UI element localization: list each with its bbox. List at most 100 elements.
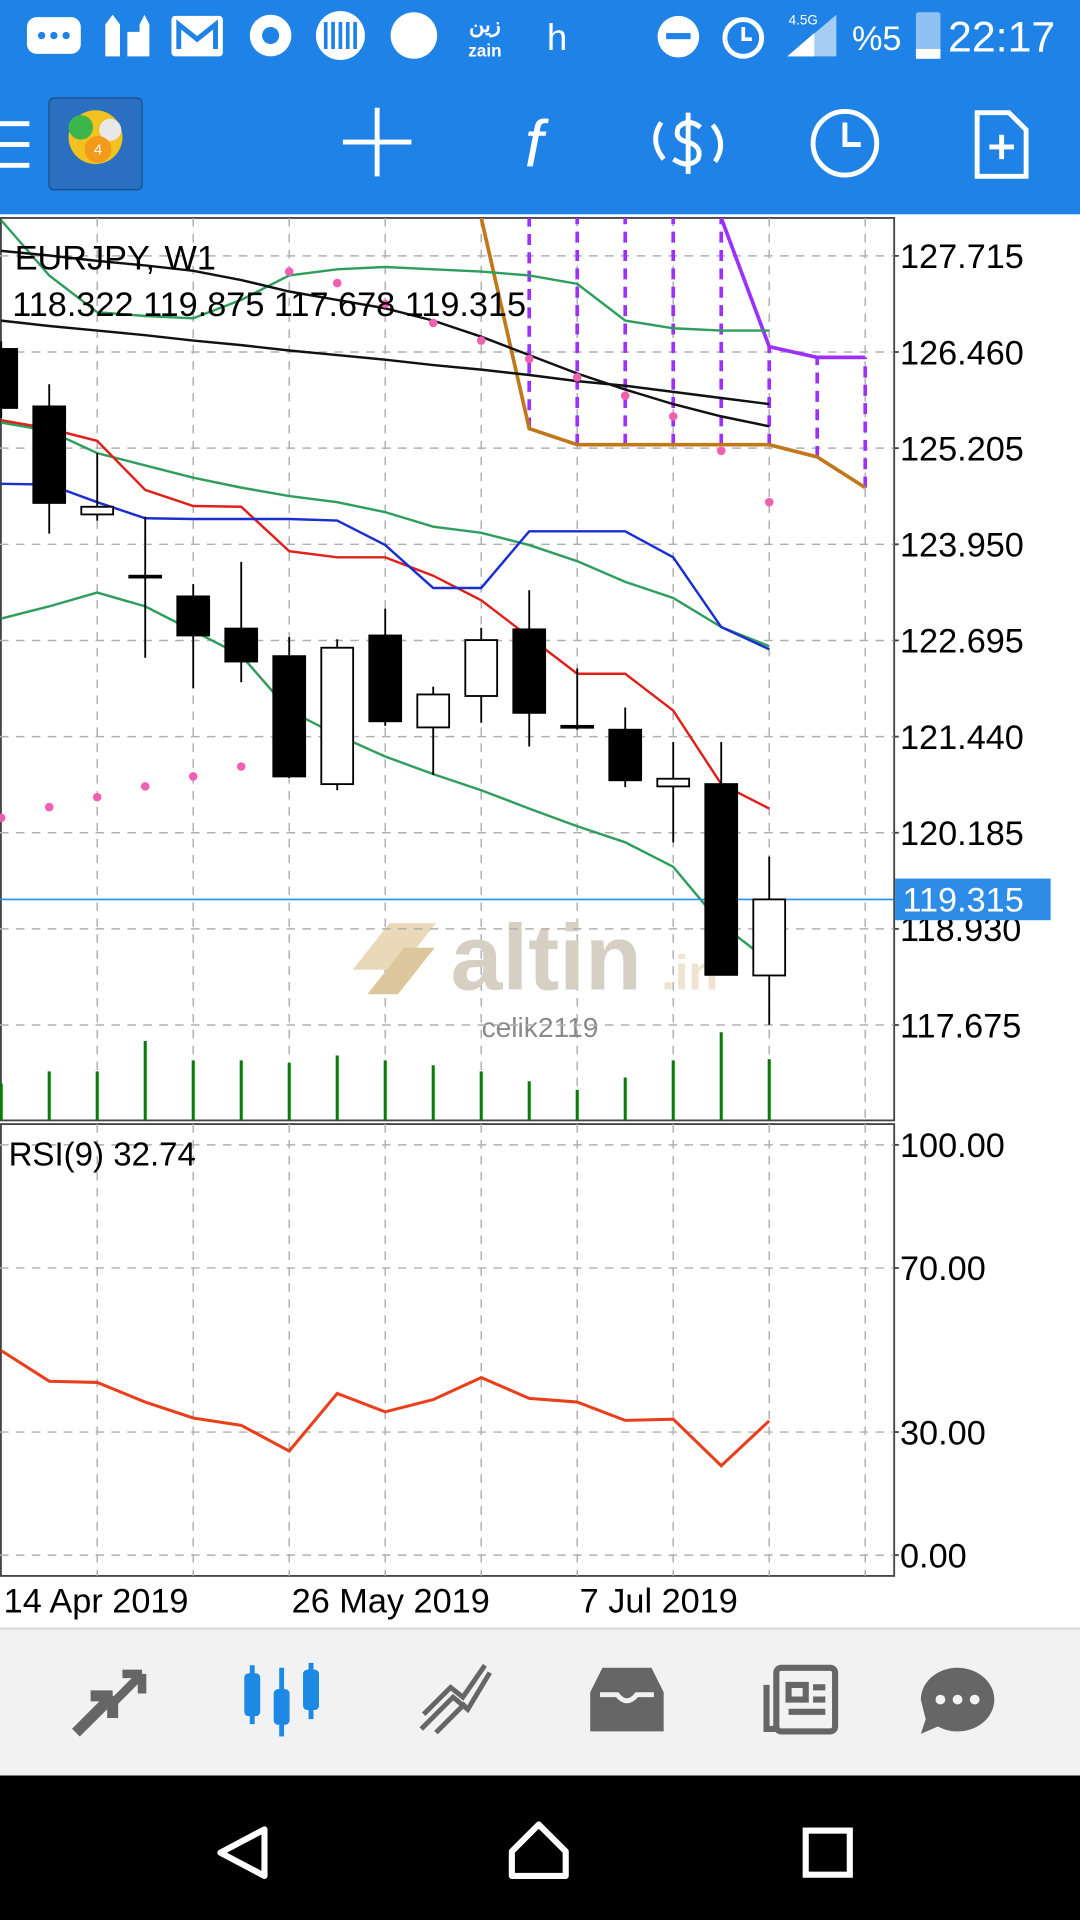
chart-tab[interactable] <box>244 1662 319 1737</box>
menu-button[interactable] <box>0 121 30 168</box>
mosque-icon <box>105 14 150 57</box>
y-tick-label: 30.00 <box>900 1414 986 1452</box>
chat-tab[interactable] <box>920 1667 995 1734</box>
sar-dot <box>380 299 390 309</box>
current-price-label: 119.315 <box>902 882 1023 920</box>
price-panel <box>0 217 896 1122</box>
news-tab[interactable] <box>763 1664 839 1735</box>
watermark-user: celik2119 <box>482 1012 599 1043</box>
y-tick-label: 123.950 <box>900 527 1024 565</box>
candle-body <box>272 655 307 778</box>
sar-dot <box>524 354 534 364</box>
watermark-logo <box>352 923 436 995</box>
sar-dot <box>236 762 246 771</box>
candle-body <box>176 595 211 637</box>
y-tick-label: 117.675 <box>900 1007 1021 1045</box>
candle-body <box>464 639 499 697</box>
y-tick-label: 125.205 <box>900 430 1024 468</box>
ohlc-text: 118.322 119.875 117.678 119.315 <box>12 286 526 324</box>
candle-body <box>560 724 595 729</box>
rsi-title: RSI(9) 32.74 <box>9 1137 196 1174</box>
sar-dot <box>572 373 582 382</box>
sar-dot <box>140 782 150 791</box>
quotes-tab[interactable] <box>72 1669 147 1737</box>
indicator-line <box>1 418 770 810</box>
sar-dot <box>668 412 678 421</box>
sar-dot <box>476 336 486 345</box>
candle-body <box>128 574 163 579</box>
sar-dot <box>284 267 294 276</box>
indicator-line <box>1 319 770 406</box>
candle-body <box>80 505 115 516</box>
chart-title: EURJPY, W1 <box>15 239 216 277</box>
app-logo[interactable]: 4 <box>48 97 143 191</box>
x-tick-label: 26 May 2019 <box>292 1583 490 1621</box>
candle-body <box>368 634 403 723</box>
alarm-icon <box>722 17 765 59</box>
sar-dot <box>620 391 630 400</box>
candle-body <box>704 783 739 976</box>
y-tick-label: 100.00 <box>900 1127 1005 1165</box>
cloud-span-b <box>719 217 866 360</box>
sar-dot <box>92 792 102 802</box>
carrier: zain <box>468 40 501 60</box>
rsi-plot <box>0 1144 894 1556</box>
home-button[interactable] <box>508 1821 569 1879</box>
system-nav <box>0 1775 1080 1920</box>
carrier-ar: زين <box>469 14 501 38</box>
bottom-nav <box>0 1628 1080 1776</box>
indicator-line <box>1 249 770 428</box>
indicator-line <box>0 591 770 963</box>
network: 4.5G <box>789 12 818 27</box>
price-plot <box>0 217 894 1121</box>
candle-body <box>320 646 355 786</box>
sar-dot <box>332 278 342 288</box>
trade-button[interactable] <box>653 112 724 174</box>
y-tick-label: 120.185 <box>900 815 1024 853</box>
y-tick-label: 121.440 <box>900 719 1024 757</box>
history-tab[interactable] <box>590 1667 664 1732</box>
x-tick-label: 14 Apr 2019 <box>4 1583 189 1621</box>
y-tick-label: 127.715 <box>900 238 1024 276</box>
battery-icon <box>915 12 941 59</box>
y-tick-label: 0.00 <box>900 1537 967 1575</box>
sar-dot <box>764 497 774 507</box>
y-tick-label: 122.695 <box>900 623 1024 661</box>
indicator-line <box>0 219 770 332</box>
network-h: h <box>547 17 567 58</box>
crosshair-button[interactable] <box>342 107 412 177</box>
trade-tab[interactable] <box>419 1663 492 1735</box>
svg-text:4: 4 <box>94 142 102 158</box>
rsi-line <box>0 1349 771 1468</box>
sar-dot <box>0 813 6 823</box>
indicator-line <box>1 421 770 648</box>
recents-button[interactable] <box>802 1827 853 1878</box>
candle-body <box>752 898 787 977</box>
timeframe-button[interactable] <box>810 108 880 178</box>
cloud-span-a <box>479 217 867 490</box>
axes: 127.715 126.460 125.205 123.950 122.695 121.4… <box>4 238 1051 1621</box>
candle-body <box>0 348 19 409</box>
clock: 22:17 <box>948 13 1055 61</box>
dot-icon <box>390 12 438 59</box>
sar-dot <box>428 318 438 328</box>
sar-dot <box>716 446 726 456</box>
new-order-button[interactable] <box>974 110 1029 179</box>
candle-body <box>656 777 691 788</box>
y-tick-label: 70.00 <box>900 1250 986 1288</box>
sar-dot <box>188 772 198 781</box>
candle-body <box>608 728 643 782</box>
sar-dot <box>44 802 54 812</box>
candle-body <box>512 628 547 714</box>
watermark-brand: altin <box>451 905 642 1009</box>
candle-body <box>224 627 259 663</box>
status-icons <box>26 11 941 60</box>
candle-body <box>416 693 451 729</box>
candle-body <box>32 405 67 504</box>
back-button[interactable] <box>217 1826 268 1879</box>
x-tick-label: 7 Jul 2019 <box>580 1583 738 1621</box>
current-price-box <box>895 878 1051 921</box>
rsi-panel <box>0 1123 896 1577</box>
